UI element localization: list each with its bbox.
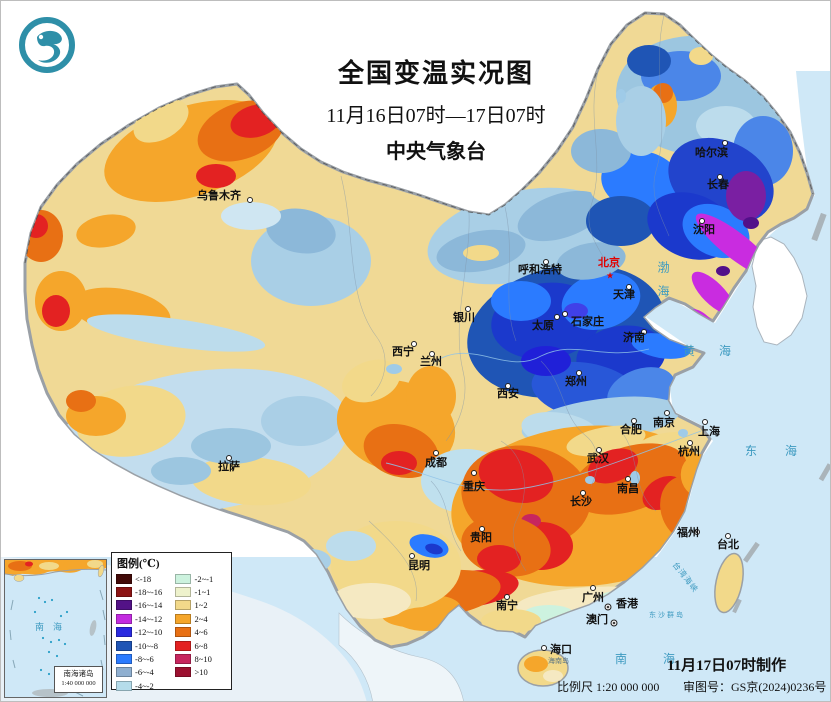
legend-range-label: >10	[194, 667, 208, 678]
legend-range-label: -12~-10	[135, 627, 163, 638]
legend-row: 2~4	[175, 612, 231, 625]
legend-range-label: 6~8	[194, 640, 208, 651]
legend-row: <-18	[116, 572, 175, 585]
legend-range-label: -16~-14	[135, 600, 163, 611]
legend-row: -10~-8	[116, 639, 175, 652]
legend-color-swatch	[116, 613, 132, 624]
cma-dragon-logo	[19, 17, 75, 73]
inset-sea-label: 南海	[35, 622, 72, 632]
inset-islands	[33, 596, 69, 676]
legend-range-label: -8~-6	[135, 654, 154, 665]
legend-color-swatch	[175, 667, 192, 678]
legend-range-label: -10~-8	[135, 640, 159, 651]
legend-range-label: 8~10	[194, 654, 212, 665]
production-time: 11月17日07时制作	[667, 658, 787, 674]
legend-color-swatch	[116, 680, 132, 691]
legend-color-swatch	[116, 627, 132, 638]
legend-range-label: 2~4	[194, 613, 208, 624]
legend-row: 1~2	[175, 599, 231, 612]
legend-range-label: -1~1	[194, 587, 211, 598]
legend-column-negative: <-18 -18~-16 -16~-14 -14~-12 -12~-10 -10~-8 -8…	[116, 572, 175, 693]
legend-color-swatch	[116, 654, 132, 665]
legend-row: -12~-10	[116, 626, 175, 639]
legend-row: -1~1	[175, 585, 231, 598]
legend-columns: <-18 -18~-16 -16~-14 -14~-12 -12~-10 -10~-8 -8…	[112, 572, 231, 693]
legend-range-label: 1~2	[194, 600, 208, 611]
legend-range-label: -6~-4	[135, 667, 154, 678]
legend-color-swatch	[116, 667, 132, 678]
legend-color-swatch	[116, 600, 132, 611]
legend-row: >10	[175, 666, 231, 679]
legend-row: -14~-12	[116, 612, 175, 625]
legend-color-swatch	[175, 627, 192, 638]
legend-color-swatch	[175, 600, 192, 611]
map-approval-number: 审图号：GS京(2024)0236号	[683, 680, 827, 694]
inset-title: 南海诸岛	[63, 669, 94, 678]
legend-range-label: -14~-12	[135, 613, 163, 624]
legend-range-label: 4~6	[194, 627, 208, 638]
page-title: 全国变温实况图	[337, 59, 534, 88]
legend-color-swatch	[175, 613, 192, 624]
legend-row: 8~10	[175, 652, 231, 665]
title-block: 全国变温实况图 11月16日07时—17日07时 中央气象台	[251, 53, 621, 164]
islands	[517, 552, 744, 687]
legend-color-swatch	[116, 573, 132, 584]
legend-row: -18~-16	[116, 585, 175, 598]
legend-range-label: <-18	[135, 573, 152, 584]
legend-column-positive: -2~-1 -1~1 1~2 2~4 4~6 6~8 8~10 >10	[175, 572, 231, 693]
map-scale: 比例尺 1:20 000 000	[557, 680, 660, 694]
legend-box: 图例(℃) <-18 -18~-16 -16~-14 -14~-12 -12~-10 -1…	[111, 552, 232, 693]
legend-color-swatch	[175, 640, 192, 651]
province-borders	[340, 14, 670, 602]
legend-color-swatch	[175, 573, 192, 584]
legend-row: -2~-1	[175, 572, 231, 585]
legend-range-label: -18~-16	[135, 587, 163, 598]
inset-scale: 1:40 000 000	[61, 680, 96, 687]
legend-color-swatch	[116, 640, 132, 651]
legend-row: 4~6	[175, 626, 231, 639]
time-range-subtitle: 11月16日07时—17日07时	[326, 105, 546, 127]
national-border-dashed	[24, 12, 814, 264]
legend-row: -16~-14	[116, 599, 175, 612]
legend-row: -4~-2	[116, 679, 175, 692]
legend-color-swatch	[175, 654, 192, 665]
legend-color-swatch	[175, 587, 192, 598]
legend-row: -8~-6	[116, 652, 175, 665]
legend-color-swatch	[116, 587, 132, 598]
agency-name: 中央气象台	[386, 141, 486, 163]
legend-row: -6~-4	[116, 666, 175, 679]
inset-title-box: 南海诸岛 1:40 000 000	[54, 666, 103, 693]
legend-range-label: -4~-2	[135, 680, 154, 691]
south-china-sea-inset: 南海 南海诸岛 1:40 000 000	[4, 559, 107, 698]
legend-range-label: -2~-1	[194, 573, 214, 584]
legend-row: 6~8	[175, 639, 231, 652]
legend-title: 图例(℃)	[117, 558, 160, 570]
